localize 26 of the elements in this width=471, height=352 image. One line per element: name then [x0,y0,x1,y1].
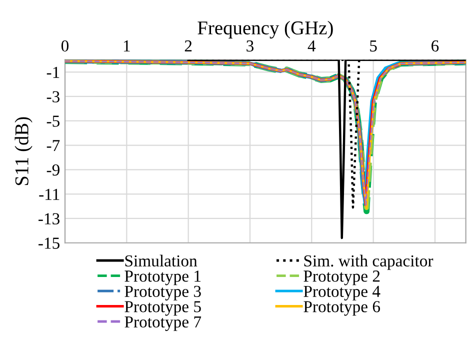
y-tick-label: -5 [46,116,60,127]
y-tick-label: -15 [38,238,60,249]
x-tick-label: 5 [370,40,377,52]
x-tick-label: 3 [246,40,254,52]
legend-label: Prototype 4 [304,286,380,300]
legend-label: Prototype 2 [304,270,380,286]
legend-label: Prototype 7 [124,316,202,331]
y-tick-label: -13 [38,213,60,224]
x-axis-title: Frequency (GHz) [198,20,333,39]
legend-label: Prototype 5 [124,301,201,316]
y-tick-label: -3 [46,91,60,102]
y-axis-title: S11 (dB) [14,117,32,186]
x-tick-label: 6 [432,40,439,52]
y-tick-label: -11 [39,188,60,200]
x-tick-label: 2 [184,40,192,52]
x-tick-label: 4 [308,40,316,52]
y-tick-label: -9 [46,164,60,176]
legend-label: Simulation [125,254,198,267]
y-tick-label: -7 [46,140,60,152]
x-tick-label: 0 [61,40,69,52]
legend-label: Sim. with capacitor [304,254,434,270]
legend-label: Prototype 1 [124,270,201,286]
x-tick-label: 1 [124,40,130,52]
legend-label: Prototype 3 [124,286,201,300]
y-tick-label: -1 [46,66,60,78]
legend-label: Prototype 6 [304,301,380,316]
